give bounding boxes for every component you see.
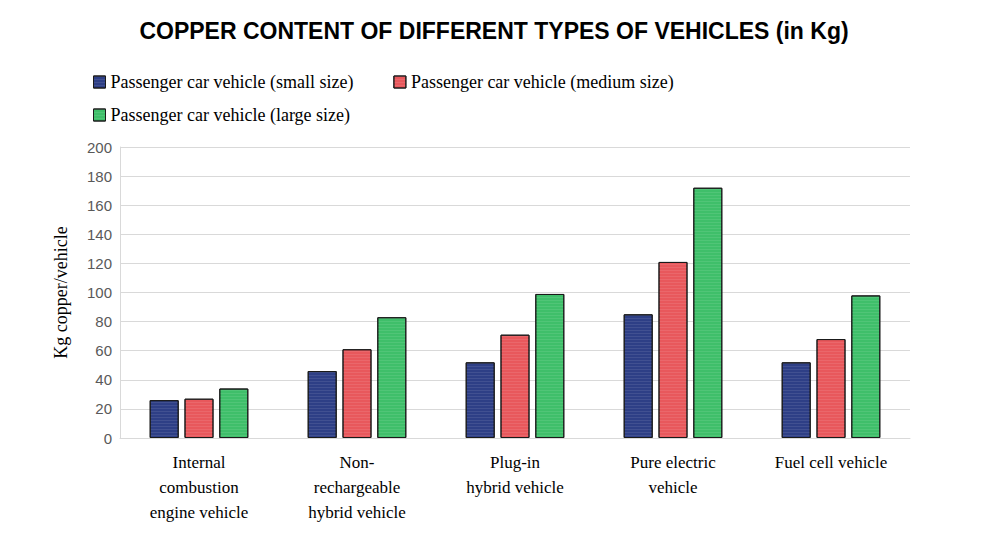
svg-text:200: 200 [87,139,112,156]
svg-text:Passenger car vehicle (small s: Passenger car vehicle (small size) [111,72,354,93]
svg-text:hybrid vehicle: hybrid vehicle [466,478,564,497]
svg-text:vehicle: vehicle [648,478,697,497]
svg-text:80: 80 [95,313,112,330]
svg-text:60: 60 [95,342,112,359]
svg-text:Passenger car vehicle (medium: Passenger car vehicle (medium size) [411,72,674,93]
svg-text:Fuel cell vehicle: Fuel cell vehicle [775,453,887,472]
svg-text:140: 140 [87,226,112,243]
svg-text:Kg copper/vehicle: Kg copper/vehicle [51,226,71,358]
svg-text:Plug-in: Plug-in [490,453,541,472]
svg-text:20: 20 [95,400,112,417]
svg-text:Non-: Non- [340,453,375,472]
svg-text:Passenger car vehicle (large s: Passenger car vehicle (large size) [111,105,351,126]
svg-text:hybrid vehicle: hybrid vehicle [308,503,406,522]
svg-text:100: 100 [87,284,112,301]
svg-text:COPPER CONTENT OF DIFFERENT TY: COPPER CONTENT OF DIFFERENT TYPES OF VEH… [139,18,848,44]
svg-text:Pure electric: Pure electric [630,453,716,472]
svg-text:0: 0 [104,430,112,447]
svg-text:Internal: Internal [173,453,226,472]
svg-text:engine vehicle: engine vehicle [150,503,249,522]
svg-text:combustion: combustion [159,478,239,497]
svg-text:40: 40 [95,371,112,388]
svg-text:rechargeable: rechargeable [314,478,401,497]
svg-text:180: 180 [87,168,112,185]
svg-text:160: 160 [87,197,112,214]
svg-text:120: 120 [87,255,112,272]
